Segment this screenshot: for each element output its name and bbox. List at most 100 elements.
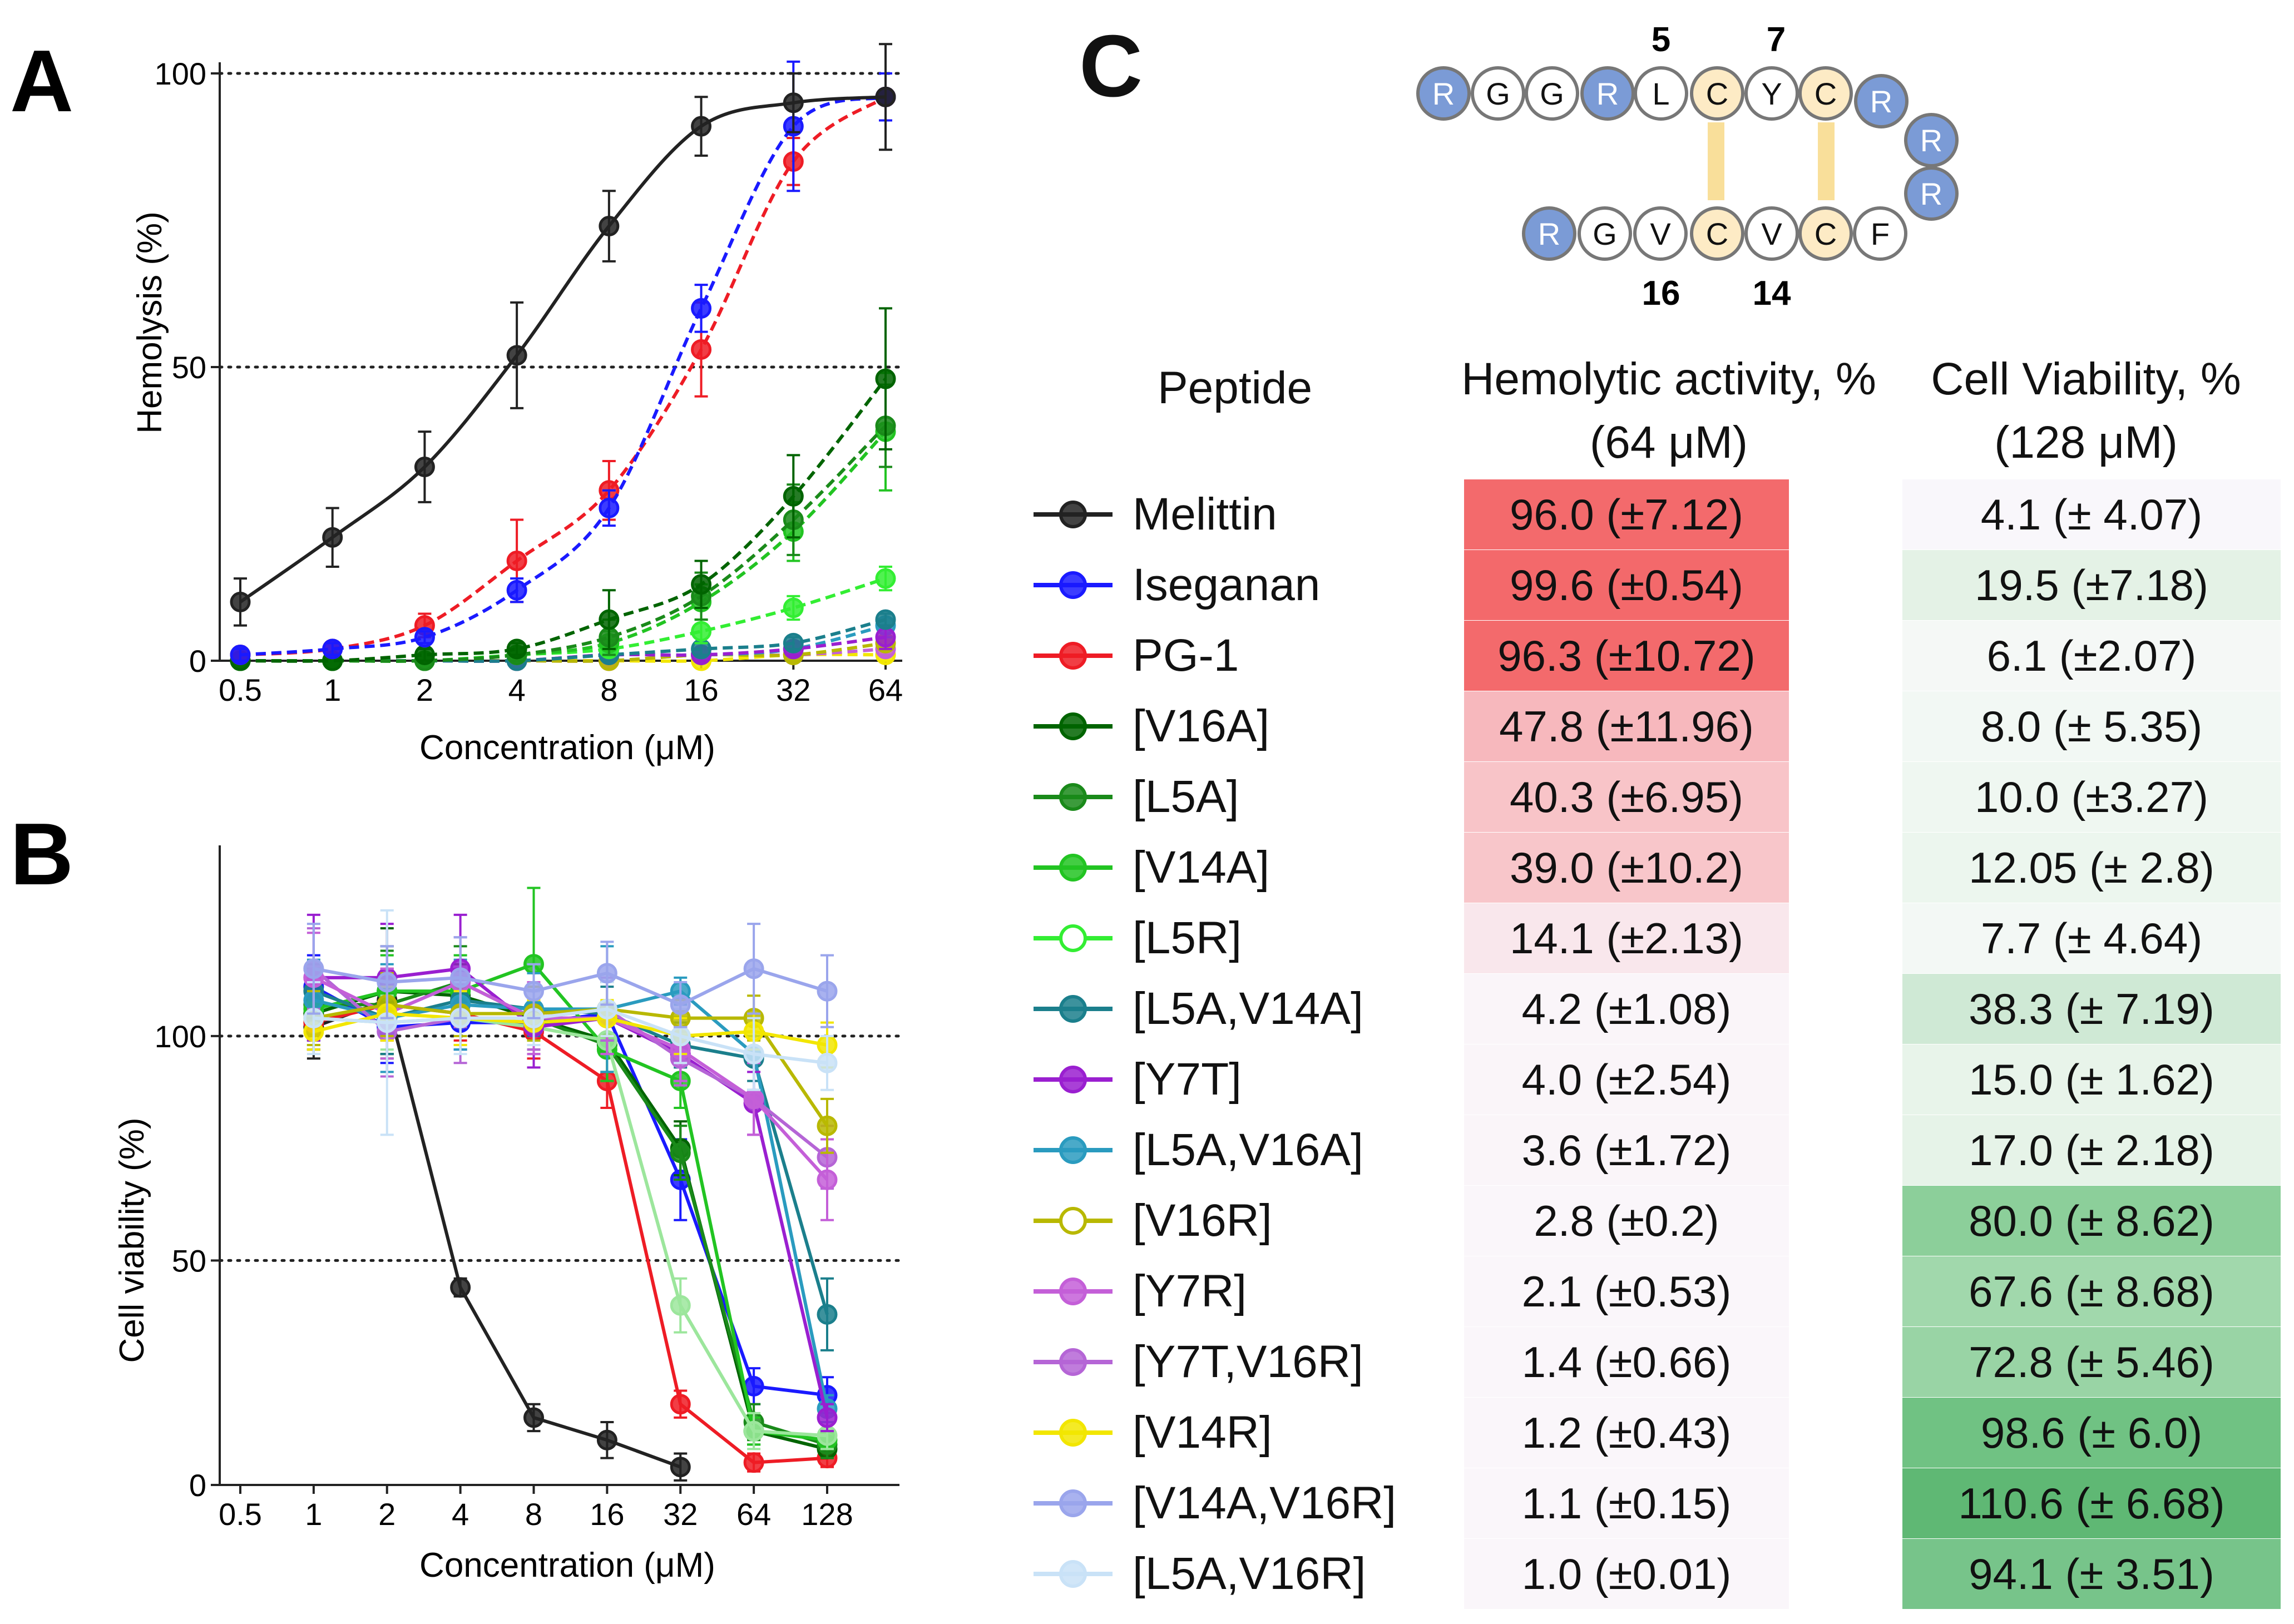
data-point-iseganan <box>322 638 343 660</box>
viability-x-tick-label: 32 <box>663 1497 698 1532</box>
legend-marker <box>1034 854 1113 882</box>
data-point-l5a-v14a <box>783 632 804 653</box>
peptide-name: [L5A,V14A] <box>1133 983 1363 1034</box>
viability-y-tick-label: 0 <box>189 1468 206 1503</box>
legend-dot <box>1059 1207 1087 1235</box>
legend-marker <box>1034 1489 1113 1517</box>
legend-marker <box>1034 1136 1113 1164</box>
svg-text:C: C <box>1815 76 1837 111</box>
peptide-name: Melittin <box>1133 489 1277 539</box>
residue-bottom-1: G <box>1578 206 1632 261</box>
series-line-y7r <box>313 976 829 1181</box>
position-label-7: 7 <box>1767 21 1786 59</box>
data-point-melittin <box>230 591 251 612</box>
legend-dot <box>1059 995 1087 1023</box>
legend-marker <box>1034 1278 1113 1305</box>
data-point-v14a-v16r <box>596 963 617 984</box>
legend-marker <box>1034 1419 1113 1447</box>
legend-dot <box>1059 1560 1087 1588</box>
legend-dot <box>1059 1136 1087 1164</box>
viability-value: 38.3 (± 7.19) <box>1902 974 2281 1044</box>
viability-axes: 0 50 100 0.5 1 2 4 8 16 32 64 128 <box>155 845 899 1532</box>
viability-x-tick-label: 2 <box>378 1497 395 1532</box>
viability-value: 15.0 (± 1.62) <box>1902 1044 2281 1115</box>
viability-value: 4.1 (± 4.07) <box>1902 479 2281 549</box>
residue-arc-1: R <box>1904 166 1959 221</box>
viability-x-tick-label: 0.5 <box>219 1497 262 1532</box>
legend-dot <box>1059 854 1087 882</box>
viability-x-tick-label: 1 <box>305 1497 322 1532</box>
header-peptide: Peptide <box>1157 363 1313 413</box>
hemolytic-value: 1.0 (±0.01) <box>1464 1539 1789 1609</box>
svg-text:R: R <box>1920 176 1942 211</box>
position-labels: 5 7 16 14 <box>1642 21 1791 313</box>
data-point-v14a-v16r <box>743 958 764 979</box>
viability-value: 67.6 (± 8.68) <box>1902 1256 2281 1326</box>
hemolysis-x-tick-label: 16 <box>684 672 718 707</box>
hemolytic-value: 14.1 (±2.13) <box>1464 903 1789 973</box>
viability-value: 80.0 (± 8.62) <box>1902 1186 2281 1256</box>
legend-dot <box>1059 1278 1087 1305</box>
panel-c-letter: C <box>1079 17 1143 115</box>
data-point-melittin <box>506 345 527 366</box>
residue-top-5: C <box>1690 66 1744 121</box>
legend-marker <box>1034 924 1113 952</box>
data-point-pg-1 <box>743 1452 764 1473</box>
peptide-name: [V16A] <box>1133 701 1270 751</box>
viability-value: 10.0 (±3.27) <box>1902 762 2281 832</box>
svg-text:G: G <box>1593 216 1617 251</box>
residue-top-0: R <box>1416 66 1471 121</box>
viability-y-tick-label: 50 <box>172 1243 206 1278</box>
data-point-v16a <box>875 368 896 389</box>
residue-arc-0: R <box>1904 113 1959 167</box>
viability-x-tick-label: 64 <box>736 1497 771 1532</box>
series-line-v16r <box>313 1003 829 1127</box>
disulfide-bonds <box>1708 122 1835 200</box>
panel-b-letter: B <box>10 812 73 903</box>
position-label-16: 16 <box>1642 274 1680 313</box>
data-point-melittin <box>414 457 435 478</box>
svg-text:G: G <box>1540 76 1564 111</box>
residue-top-8: R <box>1854 74 1909 128</box>
hemolysis-x-tick-label: 2 <box>416 672 433 707</box>
viability-series <box>303 887 838 1482</box>
data-point-v14a-v16r <box>450 967 471 988</box>
svg-text:C: C <box>1706 76 1728 111</box>
data-point-melittin <box>523 1407 544 1428</box>
header-viability-line1: Cell Viability, % <box>1931 354 2241 404</box>
data-point-v16a <box>599 609 620 630</box>
panel-a-letter: A <box>10 32 73 130</box>
data-point-v14a-v16r <box>303 958 324 979</box>
series-iseganan <box>230 60 896 665</box>
legend-dot <box>1059 1348 1087 1376</box>
peptide-name: [Y7T,V16R] <box>1133 1336 1363 1387</box>
hemolysis-chart: A 0 50 100 0.5 1 2 4 8 16 32 64 Hemolysis (%) Conc… <box>10 32 904 767</box>
legend-dot <box>1059 1066 1087 1093</box>
data-point-l5r <box>783 597 804 618</box>
viability-value: 12.05 (± 2.8) <box>1902 833 2281 903</box>
data-point-y7t <box>817 1407 838 1428</box>
residue-top-6: Y <box>1744 66 1799 121</box>
data-point-melittin <box>875 86 896 107</box>
position-label-14: 14 <box>1753 274 1791 313</box>
legend-marker <box>1034 783 1113 811</box>
viability-value: 17.0 (± 2.18) <box>1902 1115 2281 1185</box>
viability-value: 72.8 (± 5.46) <box>1902 1327 2281 1397</box>
peptide-name: [V14A,V16R] <box>1133 1478 1397 1528</box>
svg-text:R: R <box>1432 76 1455 111</box>
viability-reference-lines <box>218 1034 901 1262</box>
hemolytic-value: 40.3 (±6.95) <box>1464 762 1789 832</box>
series-pg-1 <box>230 72 896 665</box>
header-hemolytic-line2: (64 μM) <box>1589 417 1748 468</box>
peptide-name: [Y7R] <box>1133 1266 1247 1316</box>
viability-value: 7.7 (± 4.64) <box>1902 903 2281 973</box>
viability-value: 6.1 (±2.07) <box>1902 621 2281 691</box>
series-line-v14a-v16r <box>313 967 828 1007</box>
legend-dot <box>1059 501 1087 528</box>
data-point-l5a-v16r <box>743 1043 764 1064</box>
svg-text:L: L <box>1652 76 1669 111</box>
legend-marker <box>1034 712 1113 740</box>
data-point-y7r <box>743 1088 764 1110</box>
legend-marker <box>1034 571 1113 599</box>
